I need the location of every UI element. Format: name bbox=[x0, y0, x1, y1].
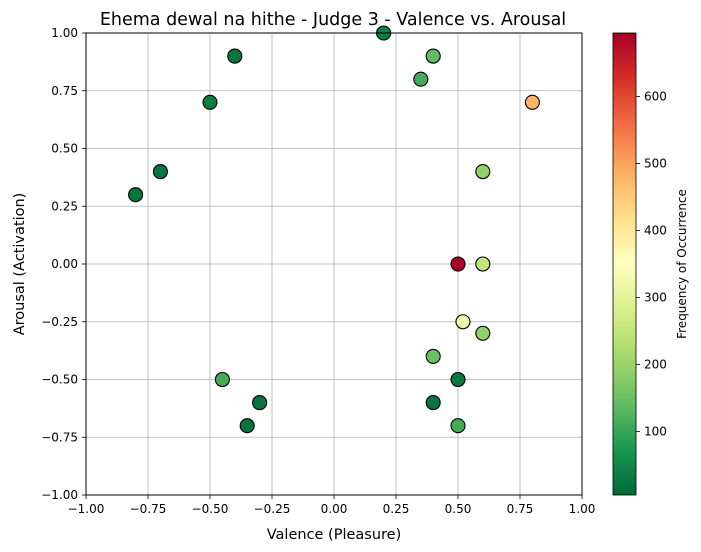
x-axis-ticks: −1.00 −0.75 −0.50 −0.25 0.00 0.25 0.50 0.75 1.00 bbox=[68, 495, 596, 516]
scatter-point bbox=[227, 48, 243, 64]
y-tick-label: −0.50 bbox=[41, 373, 78, 387]
y-tick-label: −1.00 bbox=[41, 488, 78, 502]
x-tick-label: −1.00 bbox=[68, 502, 105, 516]
x-tick-label: −0.25 bbox=[254, 502, 291, 516]
scatter-point bbox=[214, 371, 230, 388]
x-axis-title: Valence (Pleasure) bbox=[267, 527, 402, 543]
y-tick-label: 0.00 bbox=[51, 257, 78, 271]
scatter-point bbox=[425, 395, 441, 411]
x-tick-label: −0.75 bbox=[130, 502, 167, 516]
x-tick-label: 0.00 bbox=[321, 502, 348, 516]
colorbar-tick-label: 200 bbox=[644, 357, 667, 371]
colorbar-tick-label: 100 bbox=[644, 424, 667, 438]
y-tick-label: 0.75 bbox=[51, 84, 78, 98]
colorbar-tick-label: 500 bbox=[644, 157, 667, 171]
y-axis-ticks: −1.00 −0.75 −0.50 −0.25 0.00 0.25 0.50 0.75 1.00 bbox=[41, 26, 86, 502]
scatter-point bbox=[202, 94, 218, 110]
scatter-point bbox=[239, 418, 255, 434]
y-tick-label: −0.25 bbox=[41, 315, 78, 329]
scatter-point bbox=[524, 94, 540, 110]
scatter-point bbox=[475, 325, 491, 341]
y-axis-title: Arousal (Activation) bbox=[12, 193, 28, 336]
scatter-point bbox=[413, 71, 429, 87]
scatter-point bbox=[425, 48, 441, 64]
y-tick-label: −0.75 bbox=[41, 430, 78, 444]
scatter-point bbox=[425, 348, 441, 364]
colorbar-tick-label: 300 bbox=[644, 290, 667, 304]
colorbar-tick-label: 600 bbox=[644, 90, 667, 104]
y-tick-label: 0.25 bbox=[51, 199, 78, 213]
x-tick-label: −0.50 bbox=[192, 502, 229, 516]
colorbar-title: Frequency of Occurrence bbox=[675, 189, 689, 339]
scatter-point bbox=[455, 314, 471, 330]
scatter-point bbox=[475, 256, 491, 272]
chart-title: Ehema dewal na hithe - Judge 3 - Valence… bbox=[100, 10, 566, 30]
x-tick-label: 0.75 bbox=[507, 502, 534, 516]
scatter-point bbox=[450, 371, 466, 388]
y-tick-label: 0.50 bbox=[51, 142, 78, 156]
colorbar-tick-label: 400 bbox=[644, 224, 667, 238]
x-tick-label: 0.50 bbox=[445, 502, 472, 516]
scatter-point bbox=[475, 164, 491, 180]
colorbar bbox=[612, 32, 637, 496]
y-tick-label: 1.00 bbox=[51, 26, 78, 40]
scatter-point bbox=[450, 256, 466, 272]
colorbar-ticks: 100 200 300 400 500 600 bbox=[636, 90, 667, 438]
x-tick-label: 0.25 bbox=[383, 502, 410, 516]
grid-lines bbox=[85, 32, 583, 496]
scatter-point bbox=[252, 395, 268, 411]
scatter-points bbox=[128, 25, 540, 434]
scatter-point bbox=[450, 418, 466, 434]
scatter-point bbox=[128, 187, 144, 203]
x-tick-label: 1.00 bbox=[569, 502, 596, 516]
scatter-point bbox=[152, 164, 168, 180]
